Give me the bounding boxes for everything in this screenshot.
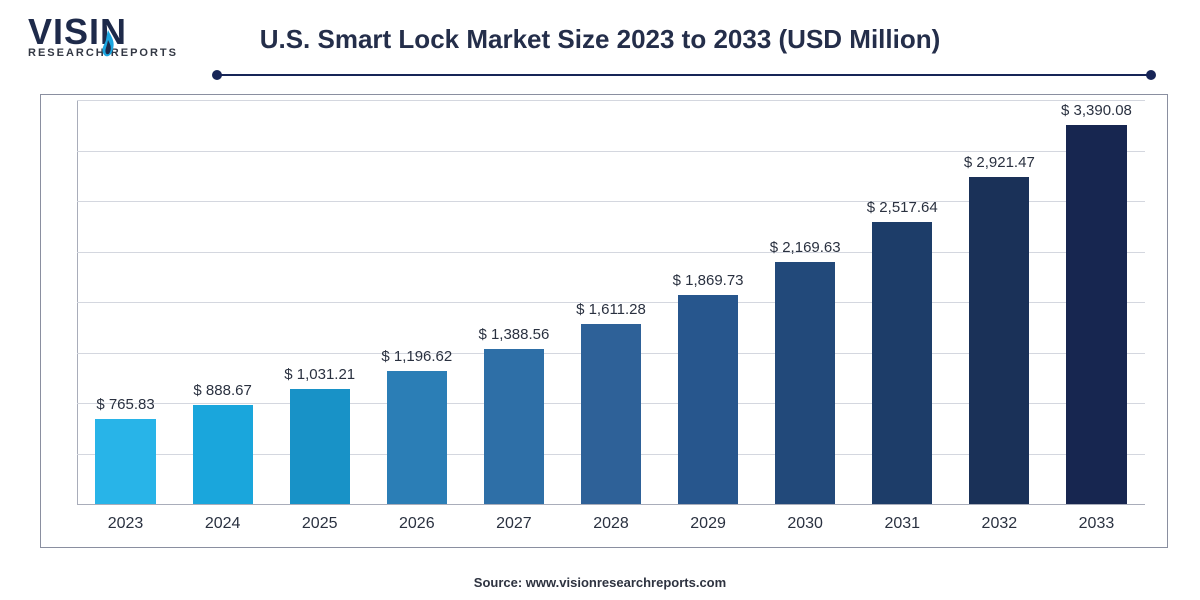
x-tick-label: 2024 <box>174 515 271 533</box>
bar <box>969 177 1029 505</box>
bar <box>484 349 544 505</box>
bar-slot: $ 2,921.472032 <box>951 101 1048 505</box>
x-tick-label: 2032 <box>951 515 1048 533</box>
source-attribution: Source: www.visionresearchreports.com <box>0 575 1200 590</box>
bar-slot: $ 1,388.562027 <box>465 101 562 505</box>
x-tick-label: 2028 <box>562 515 659 533</box>
bar-slot: $ 3,390.082033 <box>1048 101 1145 505</box>
bar-value-label: $ 1,611.28 <box>551 301 671 318</box>
x-tick-label: 2023 <box>77 515 174 533</box>
bar-slot: $ 1,611.282028 <box>562 101 659 505</box>
bar <box>387 371 447 505</box>
plot-area: $ 765.832023$ 888.672024$ 1,031.212025$ … <box>77 101 1145 505</box>
bar-value-label: $ 1,388.56 <box>454 326 574 343</box>
bar-slot: $ 2,517.642031 <box>854 101 951 505</box>
bar-value-label: $ 1,196.62 <box>357 348 477 365</box>
bar <box>581 324 641 505</box>
bar-slot: $ 888.672024 <box>174 101 271 505</box>
x-tick-label: 2029 <box>660 515 757 533</box>
x-tick-label: 2030 <box>757 515 854 533</box>
bar <box>775 262 835 505</box>
bar-value-label: $ 1,869.73 <box>648 272 768 289</box>
bar-value-label: $ 2,517.64 <box>842 199 962 216</box>
bar-group: $ 765.832023$ 888.672024$ 1,031.212025$ … <box>77 101 1145 505</box>
title-divider <box>216 70 1152 80</box>
bar <box>193 405 253 505</box>
bar-slot: $ 765.832023 <box>77 101 174 505</box>
bar-value-label: $ 1,031.21 <box>260 366 380 383</box>
x-tick-label: 2026 <box>368 515 465 533</box>
bar-value-label: $ 3,390.08 <box>1036 102 1156 119</box>
chart-title: U.S. Smart Lock Market Size 2023 to 2033… <box>0 24 1200 55</box>
x-tick-label: 2031 <box>854 515 951 533</box>
bar <box>290 389 350 505</box>
bar-value-label: $ 2,921.47 <box>939 154 1059 171</box>
bar <box>95 419 155 505</box>
bar <box>678 295 738 505</box>
x-axis-line <box>77 504 1145 505</box>
bar <box>872 222 932 505</box>
chart-frame: VISI N RESEARCH REPORTS U.S. Smart Lock … <box>0 0 1200 600</box>
bar-slot: $ 1,196.622026 <box>368 101 465 505</box>
chart-container: $ 765.832023$ 888.672024$ 1,031.212025$ … <box>40 94 1168 548</box>
bar-slot: $ 1,031.212025 <box>271 101 368 505</box>
x-tick-label: 2027 <box>465 515 562 533</box>
bar-value-label: $ 888.67 <box>163 382 283 399</box>
bar-value-label: $ 2,169.63 <box>745 239 865 256</box>
bar <box>1066 125 1126 505</box>
x-tick-label: 2033 <box>1048 515 1145 533</box>
bar-slot: $ 2,169.632030 <box>757 101 854 505</box>
bar-slot: $ 1,869.732029 <box>660 101 757 505</box>
x-tick-label: 2025 <box>271 515 368 533</box>
